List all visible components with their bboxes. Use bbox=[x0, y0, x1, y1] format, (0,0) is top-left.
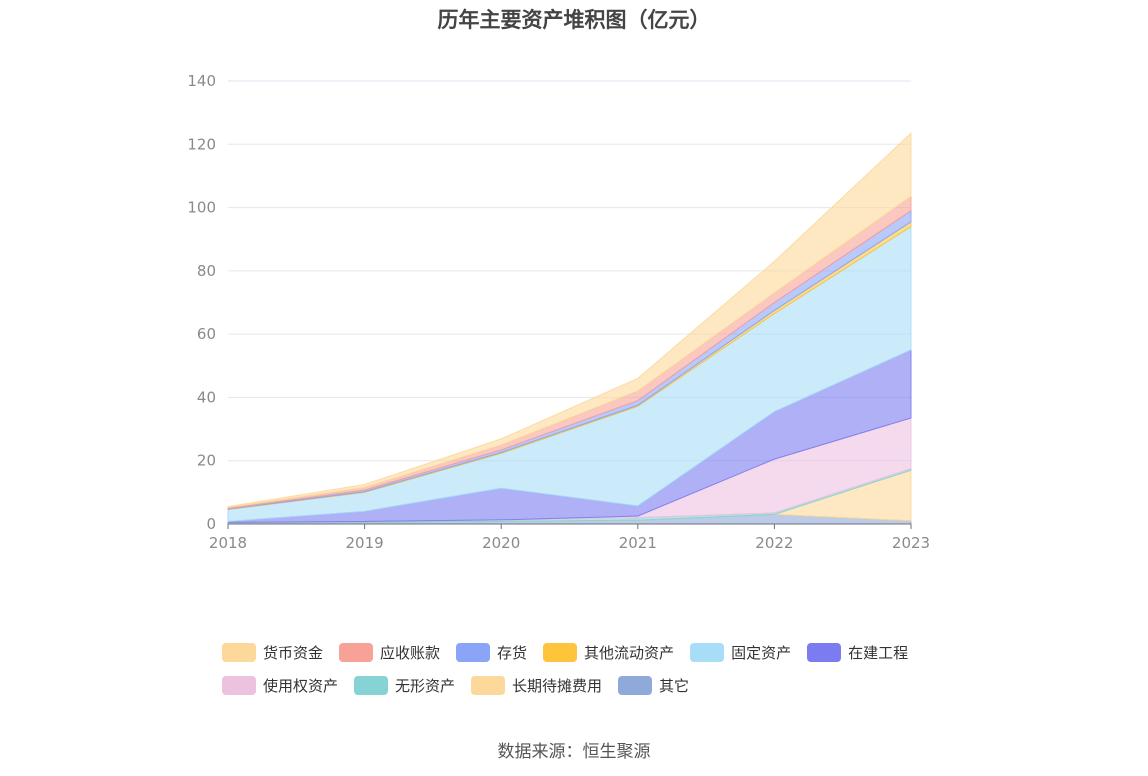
legend-swatch bbox=[471, 676, 506, 695]
legend-item[interactable]: 在建工程 bbox=[807, 642, 908, 663]
legend-swatch bbox=[690, 643, 725, 662]
legend-label: 长期待摊费用 bbox=[512, 677, 603, 695]
x-tick-label: 2023 bbox=[892, 534, 930, 552]
y-tick-label: 40 bbox=[197, 388, 216, 406]
legend-label: 应收账款 bbox=[380, 644, 441, 662]
y-tick-label: 140 bbox=[187, 72, 216, 90]
legend-item[interactable]: 存货 bbox=[456, 642, 527, 663]
legend-item[interactable]: 使用权资产 bbox=[222, 675, 338, 696]
legend-swatch bbox=[222, 643, 256, 662]
y-tick-label: 80 bbox=[197, 262, 216, 280]
legend-label: 其它 bbox=[659, 677, 690, 695]
x-tick-label: 2020 bbox=[482, 534, 520, 552]
legend-label: 货币资金 bbox=[263, 644, 324, 662]
area-series-layer bbox=[227, 132, 912, 525]
legend-item[interactable]: 应收账款 bbox=[339, 642, 440, 663]
legend-swatch bbox=[543, 643, 578, 662]
legend-label: 使用权资产 bbox=[263, 677, 339, 695]
legend-item[interactable]: 货币资金 bbox=[222, 642, 323, 663]
y-tick-label: 0 bbox=[206, 515, 216, 533]
y-tick-label: 120 bbox=[187, 135, 216, 153]
axes: 0 20 40 60 80 100 120 140 2018 2019 2020 2021 2022 20… bbox=[187, 72, 930, 552]
legend-swatch bbox=[807, 643, 842, 662]
x-tick-label: 2021 bbox=[619, 534, 657, 552]
area-货币资金 bbox=[227, 132, 912, 509]
legend-item[interactable]: 无形资产 bbox=[354, 675, 455, 696]
legend-swatch bbox=[354, 676, 389, 695]
legend-swatch bbox=[222, 676, 256, 695]
legend: 货币资金 应收账款 存货 其他流动资产 固定资产 在建工程使用权资产 无形资产 长期待摊费用 其… bbox=[222, 636, 982, 702]
chart-title: 历年主要资产堆积图（亿元） bbox=[437, 8, 711, 32]
y-tick-label: 20 bbox=[197, 452, 216, 470]
stacked-area-chart: 0 20 40 60 80 100 120 140 2018 2019 2020 2021 2022 20… bbox=[187, 72, 930, 552]
source-note: 数据来源：恒生聚源 bbox=[497, 742, 651, 762]
legend-label: 其他流动资产 bbox=[584, 644, 675, 662]
legend-item[interactable]: 其他流动资产 bbox=[543, 642, 674, 663]
y-tick-label: 100 bbox=[187, 199, 216, 217]
legend-label: 在建工程 bbox=[848, 644, 909, 662]
legend-row: 货币资金 应收账款 存货 其他流动资产 固定资产 在建工程 bbox=[222, 636, 982, 669]
legend-row: 使用权资产 无形资产 长期待摊费用 其它 bbox=[222, 669, 982, 702]
legend-swatch bbox=[618, 676, 653, 695]
legend-label: 固定资产 bbox=[731, 644, 792, 662]
x-tick-label: 2022 bbox=[755, 534, 793, 552]
legend-item[interactable]: 固定资产 bbox=[690, 642, 791, 663]
legend-item[interactable]: 其它 bbox=[618, 675, 689, 696]
legend-swatch bbox=[339, 643, 374, 662]
legend-label: 无形资产 bbox=[395, 677, 456, 695]
x-tick-label: 2019 bbox=[346, 534, 384, 552]
x-tick-label: 2018 bbox=[209, 534, 247, 552]
legend-swatch bbox=[456, 643, 491, 662]
y-tick-label: 60 bbox=[197, 325, 216, 343]
legend-item[interactable]: 长期待摊费用 bbox=[471, 675, 602, 696]
grid-lines bbox=[228, 80, 911, 462]
legend-label: 存货 bbox=[497, 644, 528, 662]
